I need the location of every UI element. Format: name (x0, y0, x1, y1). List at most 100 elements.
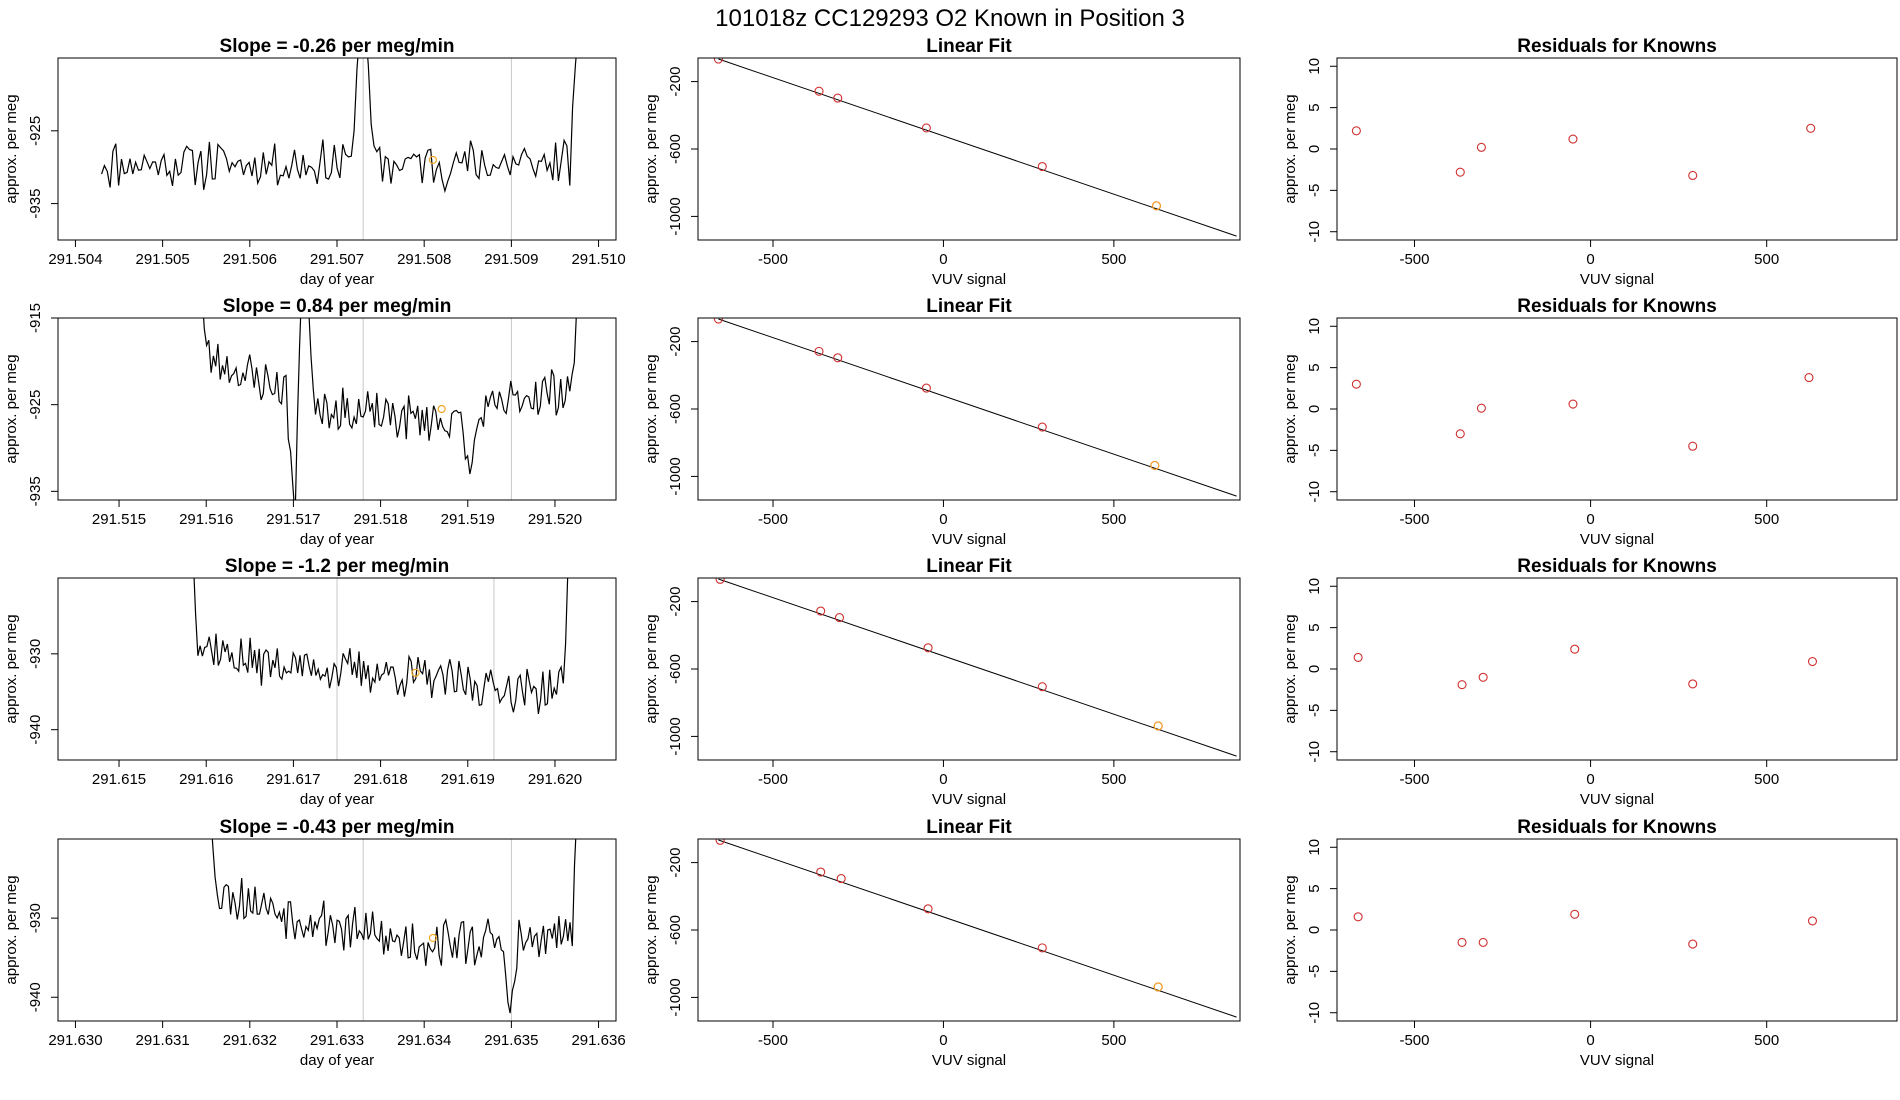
x-tick-label: -500 (758, 771, 788, 788)
y-tick-label: -1000 (667, 978, 684, 1016)
panel-title: Slope = -1.2 per meg/min (225, 556, 449, 577)
x-tick-label: 291.516 (179, 511, 233, 528)
y-tick-label: -1000 (667, 717, 684, 755)
x-tick-label: 291.618 (353, 771, 407, 788)
x-axis-label: VUV signal (1580, 531, 1654, 548)
x-tick-label: 0 (1586, 511, 1594, 528)
panel-title: Residuals for Knowns (1517, 556, 1717, 577)
data-point (1476, 142, 1486, 152)
x-tick-label: 500 (1754, 251, 1779, 268)
x-tick-label: 291.632 (223, 1032, 277, 1049)
data-point (1806, 123, 1816, 133)
y-tick-label: 10 (1306, 58, 1323, 75)
x-tick-label: 291.631 (136, 1032, 190, 1049)
x-tick-label: 291.517 (266, 511, 320, 528)
y-tick-label: 5 (1306, 884, 1323, 892)
x-axis-label: VUV signal (1580, 791, 1654, 808)
x-tick-label: 291.619 (441, 771, 495, 788)
data-point (1351, 126, 1361, 136)
data-point (1570, 909, 1580, 919)
y-tick-label: 5 (1306, 103, 1323, 111)
y-tick-label: 10 (1306, 318, 1323, 335)
data-point (1568, 399, 1578, 409)
x-axis-label: VUV signal (932, 271, 1006, 288)
y-axis-label: approx. per meg (643, 614, 660, 723)
residuals-1: Residuals for Knowns -500 0 500 VUV signal 10… (1282, 36, 1898, 288)
y-tick-label: -200 (667, 67, 684, 97)
plot-area (211, 839, 577, 1021)
panel-title: Slope = -0.43 per meg/min (220, 817, 455, 838)
x-tick-label: 291.620 (528, 771, 582, 788)
y-tick-label: -600 (667, 915, 684, 945)
y-tick-label: 0 (1306, 665, 1323, 673)
series-line (203, 318, 577, 500)
y-axis-label: approx. per meg (1282, 875, 1299, 984)
series-line (101, 58, 577, 194)
linear-fit-4: Linear Fit -500 0 500 VUV signal -200 -600 -100… (643, 817, 1241, 1069)
data-point (833, 353, 843, 363)
x-tick-label: 291.630 (48, 1032, 102, 1049)
plot-frame (57, 317, 617, 501)
x-axis-label: day of year (300, 271, 374, 288)
linear-fit-3: Linear Fit -500 0 500 VUV signal -200 -600 -100… (643, 556, 1241, 808)
y-tick-label: 5 (1306, 363, 1323, 371)
x-tick-label: 291.634 (397, 1032, 451, 1049)
x-tick-label: 291.509 (484, 251, 538, 268)
y-tick-label: 0 (1306, 145, 1323, 153)
y-tick-label: -940 (27, 715, 44, 745)
x-tick-label: -500 (758, 251, 788, 268)
data-point (1478, 672, 1488, 682)
plot-area (101, 58, 577, 240)
data-point (1353, 652, 1363, 662)
data-point (1570, 644, 1580, 654)
panel-title: Linear Fit (926, 817, 1012, 838)
x-tick-label: 291.617 (266, 771, 320, 788)
x-tick-label: 500 (1101, 251, 1126, 268)
current-point (428, 933, 438, 943)
current-point (437, 404, 446, 414)
y-tick-label: 10 (1306, 578, 1323, 595)
data-point (1351, 379, 1361, 389)
data-point (1455, 167, 1465, 177)
x-tick-label: 291.633 (310, 1032, 364, 1049)
x-axis-label: VUV signal (932, 531, 1006, 548)
y-tick-label: 5 (1306, 623, 1323, 631)
x-tick-label: -500 (1399, 511, 1429, 528)
time-series-2: Slope = 0.84 per meg/min 291.515 291.516 29… (3, 296, 617, 548)
data-point (1353, 912, 1363, 922)
current-point (428, 155, 438, 165)
y-axis-label: approx. per meg (643, 875, 660, 984)
figure-suptitle: 101018z CC129293 O2 Known in Position 3 (715, 5, 1185, 32)
data-point (1568, 134, 1578, 144)
current-point (1151, 201, 1162, 211)
current-point (411, 668, 420, 677)
data-point (1688, 679, 1698, 689)
plot-frame (1336, 577, 1898, 761)
data-point (1688, 441, 1698, 451)
y-axis-label: approx. per meg (1282, 94, 1299, 203)
y-tick-label: -915 (27, 303, 44, 333)
time-series-4: Slope = -0.43 per meg/min 291.630 291.631 2… (3, 817, 626, 1069)
data-point (1037, 943, 1047, 953)
y-axis-label: approx. per meg (3, 354, 20, 463)
plot-area (1353, 644, 1818, 690)
plot-frame (697, 838, 1241, 1022)
data-point (1037, 682, 1047, 692)
fit-line (718, 578, 1237, 757)
y-axis-label: approx. per meg (3, 875, 20, 984)
time-series-1: Slope = -0.26 per meg/min 291.504 291.505 2… (3, 36, 626, 288)
data-point (836, 874, 846, 884)
series-line (193, 578, 569, 714)
data-point (1478, 937, 1488, 947)
residuals-4: Residuals for Knowns -500 0 500 VUV signal 10… (1282, 817, 1898, 1069)
x-tick-label: -500 (758, 511, 788, 528)
plot-frame (697, 317, 1241, 501)
y-tick-label: -10 (1306, 221, 1323, 243)
data-point (921, 383, 931, 393)
time-series-3: Slope = -1.2 per meg/min 291.615 291.616 29… (3, 556, 617, 808)
x-tick-label: 0 (1586, 1032, 1594, 1049)
y-tick-label: -5 (1306, 965, 1323, 978)
plot-area (203, 318, 577, 500)
plot-area (1353, 909, 1818, 949)
y-tick-label: 10 (1306, 839, 1323, 856)
